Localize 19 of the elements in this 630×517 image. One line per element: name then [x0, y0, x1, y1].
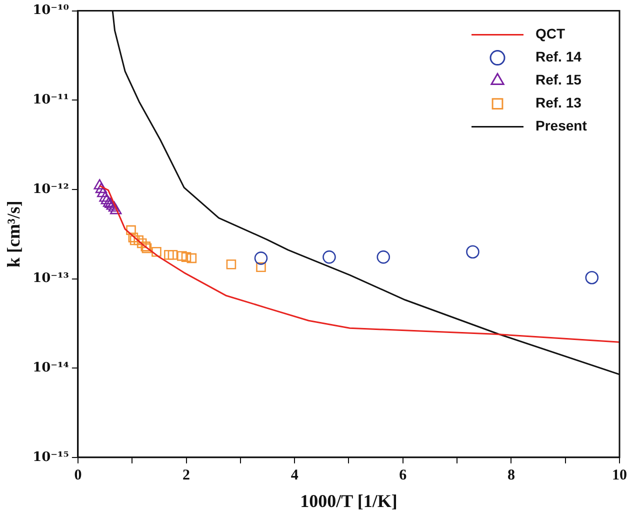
- legend-label: Ref. 15: [536, 72, 582, 88]
- y-tick-label: 10⁻¹¹: [32, 92, 69, 108]
- x-tick-label: 0: [74, 467, 82, 484]
- x-tick-label: 6: [399, 467, 408, 484]
- y-tick-label: 10⁻¹³: [32, 271, 70, 286]
- legend-label: Present: [536, 118, 588, 134]
- legend-label: Ref. 13: [536, 94, 582, 111]
- x-axis-title: 1000/T [1/K]: [300, 490, 398, 511]
- y-tick-label: 10⁻¹⁵: [32, 450, 70, 465]
- y-tick-label: 10⁻¹⁰: [32, 3, 70, 18]
- y-axis-title: k [cm³/s]: [3, 200, 24, 268]
- y-tick-label: 10⁻¹⁴: [32, 360, 70, 376]
- x-tick-label: 4: [290, 467, 299, 484]
- x-tick-label: 10: [612, 467, 627, 484]
- x-tick-label: 2: [182, 467, 190, 484]
- legend-label: QCT: [536, 26, 566, 42]
- legend-label: Ref. 14: [536, 48, 582, 65]
- x-tick-label: 8: [507, 467, 515, 484]
- y-tick-label: 10⁻¹²: [32, 182, 69, 197]
